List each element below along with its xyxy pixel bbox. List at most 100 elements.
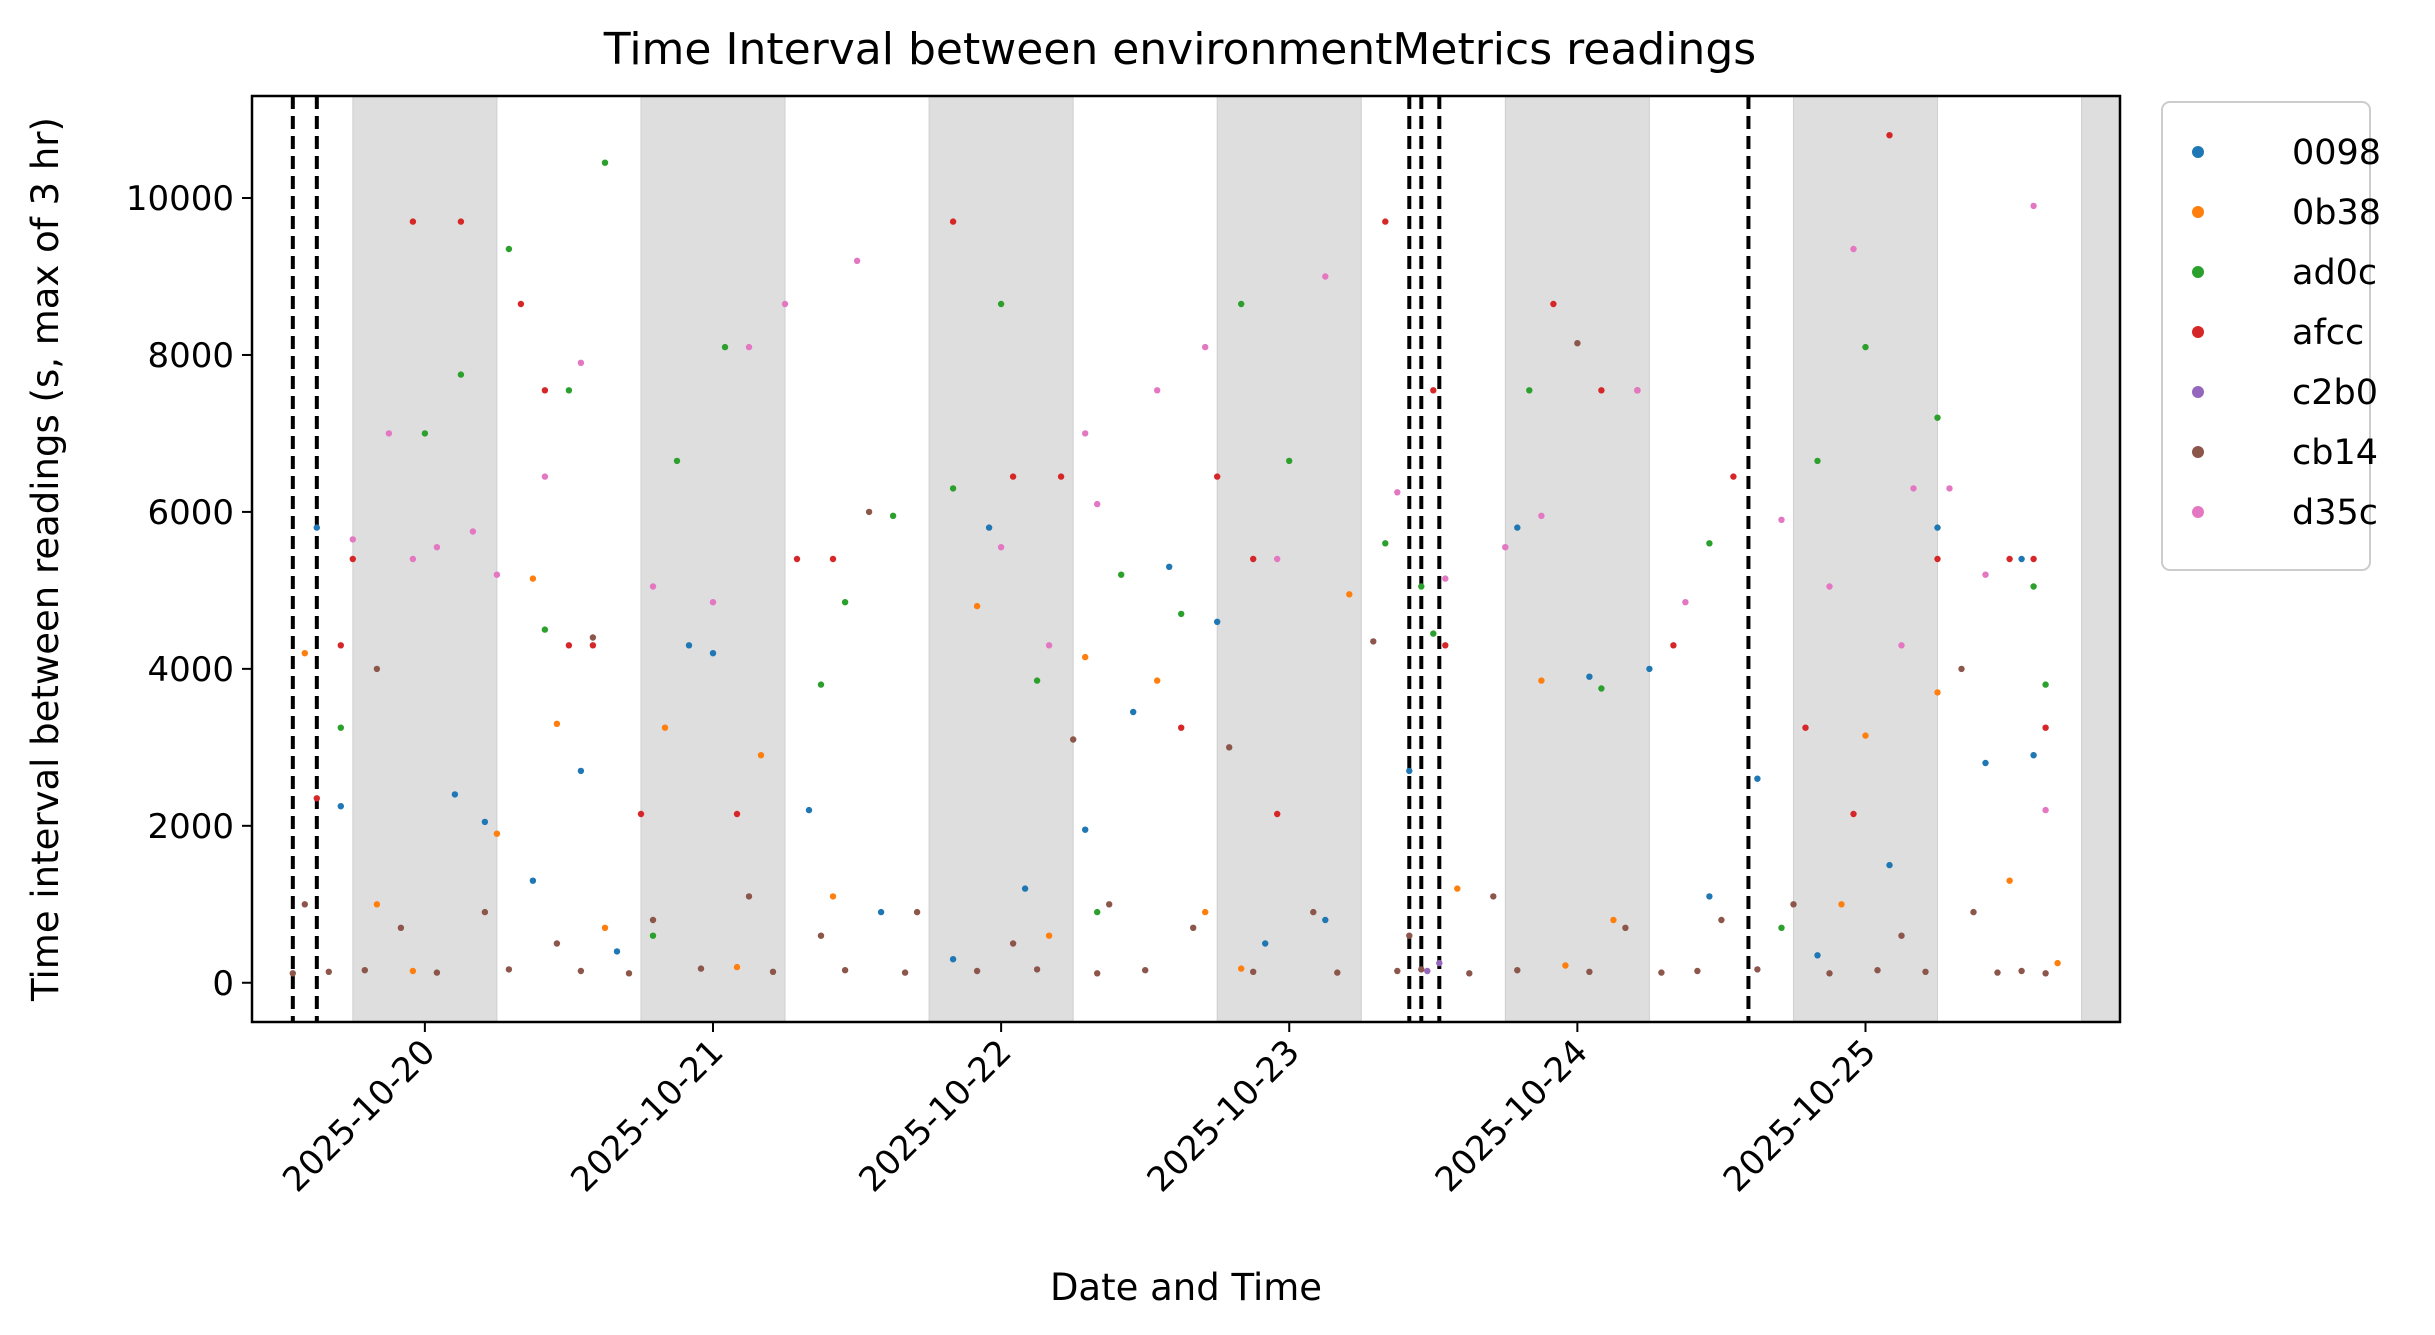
point-0098-25 [1322,916,1329,924]
point-0098-16 [1646,665,1653,673]
point-0b38-13 [373,901,381,908]
point-d35c-13 [997,544,1005,551]
point-0098-4 [577,767,585,775]
y-tick-label-1: 2000 [147,807,234,847]
point-d35c-7 [577,359,585,366]
point-cb14-28 [325,968,332,975]
point-cb14-0 [373,665,381,673]
point-afcc-24 [1670,642,1677,649]
point-afcc-33 [1274,810,1281,818]
legend-label-cb14: cb14 [2292,433,2378,473]
point-afcc-0 [313,795,320,802]
point-cb14-9 [397,924,405,931]
point-afcc-32 [637,810,645,818]
point-0b38-24 [1238,965,1245,972]
point-0098-1 [337,803,344,810]
point-ad0c-16 [1178,610,1185,618]
point-afcc-9 [733,810,741,818]
point-ad0c-10 [841,599,849,606]
point-0b38-23 [733,963,741,971]
point-0b38-10 [1538,677,1545,684]
legend-label-afcc: afcc [2292,313,2364,353]
point-afcc-19 [1430,387,1437,394]
point-0098-23 [877,908,885,916]
legend-marker-ad0c [2192,266,2204,278]
point-cb14-57 [2042,970,2049,977]
legend-frame [2161,101,2371,571]
point-afcc-29 [2006,555,2013,563]
point-0098-13 [1406,767,1413,775]
point-0b38-9 [1346,591,1353,598]
point-d35c-19 [1274,555,1281,563]
point-afcc-10 [793,555,801,563]
point-cb14-18 [1190,924,1197,931]
point-ad0c-27 [1934,414,1941,421]
point-cb14-53 [1874,967,1881,974]
point-ad0c-21 [1430,630,1437,637]
point-0098-15 [1586,673,1593,680]
point-0b38-19 [1610,916,1617,924]
point-d35c-8 [649,583,657,590]
point-0098-31 [1814,952,1821,959]
y-tick-label-5: 10000 [126,179,234,219]
point-cb14-1 [589,634,597,641]
point-cb14-21 [1490,893,1497,900]
point-afcc-5 [517,300,525,308]
point-0b38-3 [553,720,561,727]
point-d35c-18 [1202,343,1209,351]
series-0098 [313,524,2037,963]
point-afcc-18 [1382,218,1389,225]
point-ad0c-8 [721,343,729,351]
point-0b38-20 [1838,901,1845,908]
point-cb14-46 [1466,970,1473,977]
point-0b38-4 [661,724,669,731]
point-cb14-11 [553,940,561,947]
point-cb14-48 [1586,968,1593,975]
point-ad0c-18 [1286,457,1293,465]
night-shading-layer [352,95,2121,1023]
point-d35c-1 [385,430,393,437]
point-cb14-22 [1622,924,1629,931]
point-d35c-32 [1946,485,1953,492]
legend-marker-afcc [2192,326,2204,338]
point-d35c-2 [409,555,417,563]
point-cb14-20 [1406,932,1413,939]
point-0098-0 [313,524,320,531]
point-ad0c-0 [337,724,344,731]
series-ad0c [337,159,2049,939]
point-cb14-49 [1658,969,1665,976]
point-ad0c-3 [505,245,513,253]
point-ad0c-1 [421,430,429,437]
point-cb14-13 [745,893,753,900]
point-ad0c-12 [949,485,957,492]
chart-title: Time Interval between environmentMetrics… [603,24,1756,75]
point-cb14-36 [841,967,849,974]
legend: 0098 0b38 ad0c afcc c2b0 cb14 d35c [2161,101,2381,571]
point-cb14-26 [1970,908,1977,916]
point-0098-30 [1262,940,1269,947]
shaded-period-2 [928,95,1074,1023]
point-d35c-35 [2042,806,2049,814]
point-d35c-14 [1045,642,1053,649]
shaded-period-4 [1504,95,1650,1023]
point-cb14-17 [1106,901,1113,908]
point-afcc-6 [541,387,549,394]
point-d35c-3 [433,544,441,551]
legend-label-0b38: 0b38 [2292,193,2381,233]
point-0098-7 [805,806,813,814]
point-cb14-27 [289,970,296,977]
point-0b38-15 [829,893,837,900]
legend-label-ad0c: ad0c [2292,253,2377,293]
point-afcc-14 [1057,473,1065,480]
point-cb14-42 [1250,968,1257,975]
point-d35c-26 [1682,599,1689,606]
point-0b38-18 [1454,885,1461,892]
point-0b38-14 [601,924,609,931]
point-ad0c-19 [1382,540,1389,547]
series-0b38 [301,575,2061,975]
point-afcc-26 [1802,724,1809,731]
point-afcc-2 [349,555,356,563]
point-cb14-8 [301,901,308,908]
point-0098-6 [709,650,717,657]
